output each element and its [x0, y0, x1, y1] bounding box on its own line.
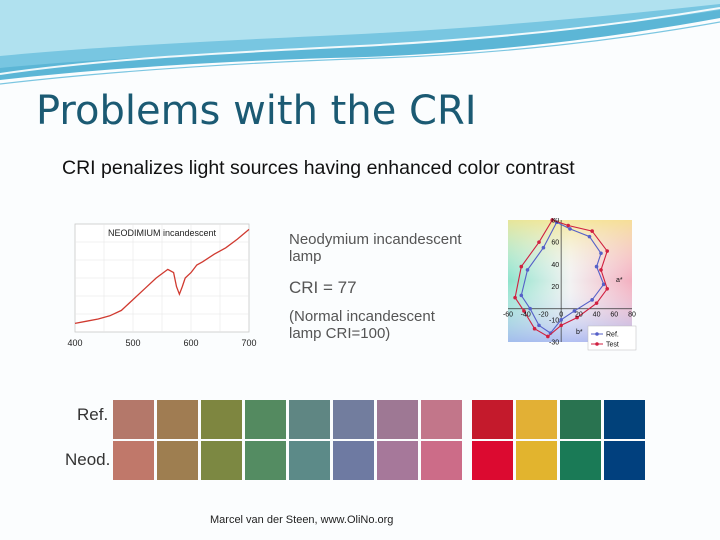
gamut-point: [594, 264, 599, 269]
spectrum-x-tick-label: 400: [67, 338, 82, 348]
gamut-point: [601, 282, 606, 287]
gamut-point: [537, 240, 541, 244]
gamut-point: [590, 298, 594, 302]
gamut-point: [590, 229, 594, 233]
ref-color-swatch: [560, 400, 601, 439]
gamut-point: [587, 234, 592, 239]
spectrum-chart: NEODIMIUM incandescent 400 500 600 700: [67, 223, 257, 348]
gamut-point: [550, 218, 555, 222]
gamut-point: [559, 318, 563, 322]
ref-row-label: Ref.: [77, 405, 109, 424]
neod-color-swatch: [560, 441, 601, 480]
normal-lamp-line1: (Normal incandescent: [289, 308, 435, 325]
header-wave-decoration: [0, 0, 720, 85]
ref-color-swatch: [472, 400, 513, 439]
gamut-series: [513, 218, 609, 339]
slide-subtitle: CRI penalizes light sources having enhan…: [62, 157, 575, 179]
gamut-y-tick-label: 60: [551, 240, 559, 247]
gamut-y-tick-label: 40: [551, 262, 559, 269]
gamut-series-line: [514, 219, 608, 338]
gamut-point: [605, 249, 609, 253]
neod-color-swatch: [516, 441, 557, 480]
gamut-point: [605, 286, 609, 291]
gamut-point: [522, 309, 526, 313]
spectrum-x-ticks: 400 500 600 700: [67, 338, 256, 348]
spectrum-x-tick-label: 700: [241, 338, 256, 348]
gamut-x-tick-label: 60: [610, 312, 618, 319]
gamut-point: [559, 323, 563, 328]
gamut-point: [599, 251, 603, 256]
gamut-point: [566, 223, 571, 228]
gamut-point: [572, 309, 577, 313]
gamut-point: [546, 334, 550, 339]
gamut-x-axis-label: a*: [616, 277, 623, 284]
gamut-point: [568, 227, 572, 231]
neod-color-swatch: [289, 441, 330, 480]
gamut-x-tick-label: -20: [538, 312, 548, 319]
gamut-legend: Ref. Test: [587, 325, 637, 351]
lamp-label-line1: Neodymium incandescent: [289, 231, 462, 248]
gamut-y-tick-label: -30: [549, 340, 559, 347]
gamut-x-tick-label: 20: [575, 312, 583, 319]
spectrum-x-tick-label: 500: [125, 338, 140, 348]
slide-footer: Marcel van der Steen, www.OliNo.org: [210, 514, 394, 526]
neod-color-swatch: [472, 441, 513, 480]
ref-color-swatch: [157, 400, 198, 439]
neod-color-swatch: [113, 441, 154, 480]
neod-color-swatch: [333, 441, 374, 480]
gamut-y-tick-label: 80: [551, 218, 559, 225]
gamut-y-tick-label: 20: [551, 284, 559, 291]
gamut-point: [519, 293, 524, 298]
gamut-y-axis-label: b*: [576, 329, 583, 336]
ref-color-swatch: [377, 400, 418, 439]
gamut-point: [537, 323, 541, 328]
ref-color-swatch: [113, 400, 154, 439]
slide-title: Problems with the CRI: [36, 88, 477, 134]
ref-color-swatch: [516, 400, 557, 439]
neod-color-swatch: [157, 441, 198, 480]
gamut-x-tick-label: -40: [521, 312, 531, 319]
ref-color-swatch: [421, 400, 462, 439]
gamut-ticks: -60 -40 -20 0 20 40 60 80 80 60 40 20 -10 -30: [503, 218, 636, 347]
gamut-x-tick-label: -60: [503, 312, 513, 319]
normal-lamp-line2: lamp CRI=100): [289, 325, 391, 342]
gamut-point: [541, 245, 546, 250]
gamut-point: [528, 306, 532, 311]
gamut-x-tick-label: 80: [628, 312, 636, 319]
legend-test-label: Test: [606, 342, 619, 349]
gamut-point: [532, 326, 537, 331]
gamut-point: [599, 268, 603, 272]
ref-color-swatch: [604, 400, 645, 439]
neod-color-swatch: [421, 441, 462, 480]
gamut-series-line: [520, 221, 605, 334]
gamut-x-tick-label: 0: [559, 312, 563, 319]
spectrum-series-line: [74, 228, 250, 325]
gamut-point: [513, 295, 517, 300]
ref-color-swatch: [201, 400, 242, 439]
legend-ref-label: Ref.: [606, 332, 619, 339]
neod-color-swatch: [201, 441, 242, 480]
neod-color-swatch: [377, 441, 418, 480]
lamp-label-line2: lamp: [289, 248, 322, 265]
ref-color-swatch: [245, 400, 286, 439]
ref-color-swatch: [289, 400, 330, 439]
gamut-point: [519, 264, 524, 269]
neod-color-swatch: [245, 441, 286, 480]
cri-value: CRI = 77: [289, 278, 357, 297]
neod-color-swatch: [604, 441, 645, 480]
spectrum-x-tick-label: 600: [183, 338, 198, 348]
gamut-point: [575, 315, 579, 320]
spectrum-title: NEODIMIUM incandescent: [108, 228, 217, 238]
neod-row-label: Neod.: [65, 450, 111, 469]
spectrum-grid: [75, 224, 249, 332]
color-gamut-chart: -60 -40 -20 0 20 40 60 80 80 60 40 20 -10 -30 a* b* R…: [503, 218, 637, 351]
gamut-x-tick-label: 40: [593, 312, 601, 319]
ref-color-swatch: [333, 400, 374, 439]
gamut-point: [594, 301, 599, 305]
gamut-point: [525, 268, 530, 272]
gamut-y-tick-label: -10: [549, 317, 559, 324]
